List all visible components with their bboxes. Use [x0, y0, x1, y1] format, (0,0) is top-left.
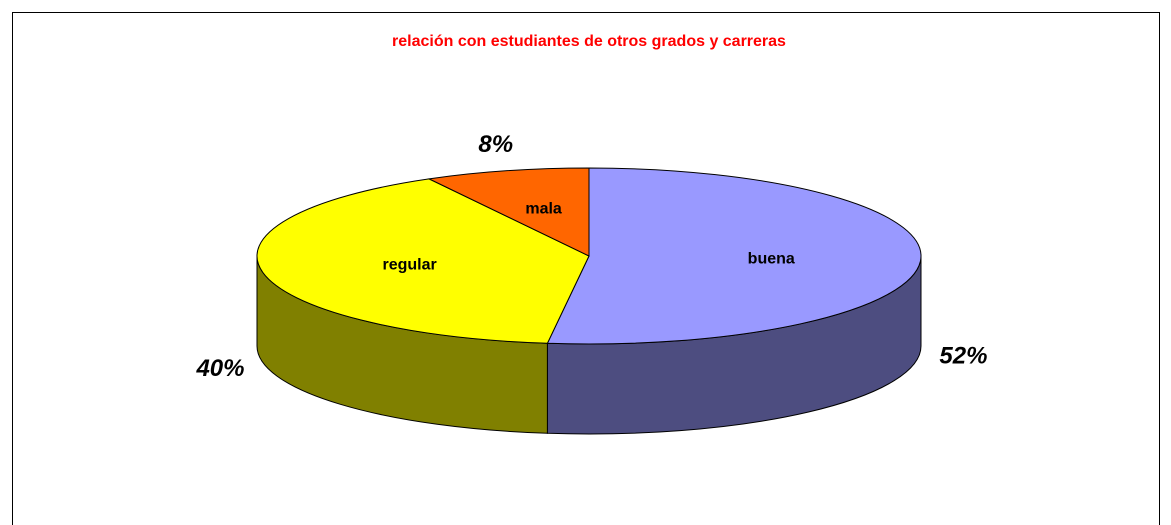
value-label: 8%: [478, 131, 513, 158]
value-label: 52%: [939, 343, 987, 370]
slice-label: buena: [748, 250, 795, 267]
slice: [256, 178, 590, 344]
slice-label: mala: [525, 200, 562, 217]
chart-title: relación con estudiantes de otros grados…: [392, 33, 786, 50]
slice: [427, 167, 590, 257]
slice: [546, 167, 922, 345]
value-label: 40%: [195, 355, 244, 382]
slice-label: regular: [383, 256, 437, 273]
